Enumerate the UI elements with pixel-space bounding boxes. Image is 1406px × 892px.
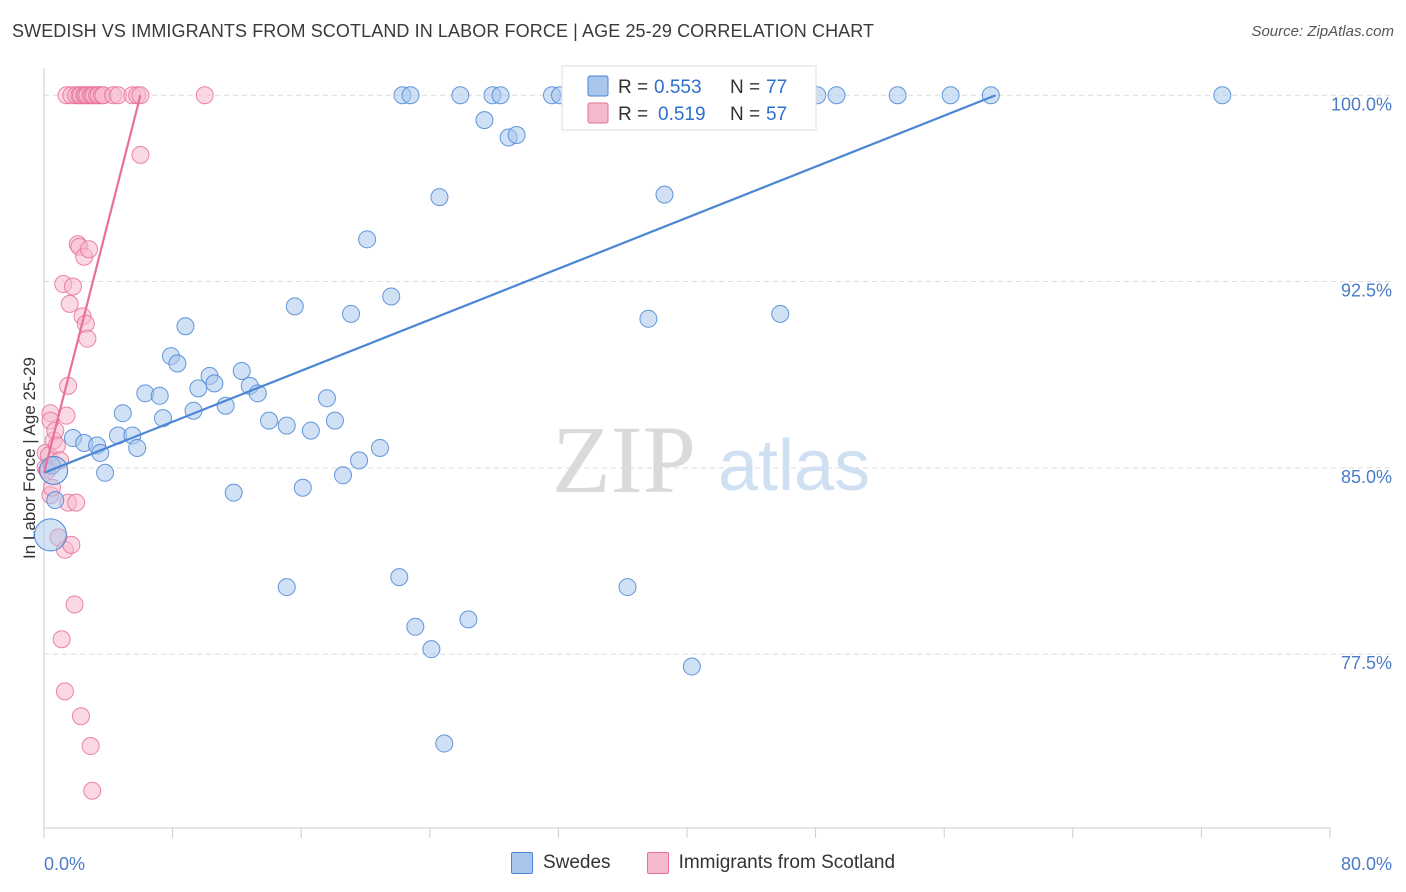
data-point [639,309,658,328]
data-point [317,389,336,408]
data-point [205,374,224,393]
y-tick-label: 85.0% [1341,467,1392,487]
data-point [83,781,102,800]
data-point [176,317,195,336]
data-point [285,297,304,316]
data-point [370,438,389,457]
x-tick-label-min: 0.0% [44,854,85,874]
data-point [80,240,99,259]
legend-item-scotland[interactable]: Immigrants from Scotland [646,852,896,874]
data-point [78,329,97,348]
data-point [888,86,907,105]
swedes-swatch [510,852,533,874]
source-label: Source: ZipAtlas.com [1251,23,1394,40]
trend-lines [42,94,997,474]
data-point [113,404,132,423]
x-tick-labels: 0.0% 80.0% [44,854,1392,874]
y-tick-label: 77.5% [1341,653,1392,673]
data-point [827,86,846,105]
data-point [71,707,90,726]
data-point [655,185,674,204]
data-point [293,478,312,497]
data-point [422,640,441,659]
data-point [195,86,214,105]
data-point [475,111,494,130]
legend-r-value-pink: 0.519 [658,104,706,125]
chart-title: SWEDISH VS IMMIGRANTS FROM SCOTLAND IN L… [12,21,875,41]
scotland-swatch [646,852,669,874]
data-point [406,617,425,636]
data-point [435,734,454,753]
data-point [128,438,147,457]
legend-r-value-blue: 0.553 [654,77,702,98]
data-point [63,277,82,296]
data-point [342,304,361,323]
data-point [232,361,251,380]
correlation-legend: R = 0.553 N = 77 R = 0.519 N = 57 [561,65,817,131]
data-point [451,86,470,105]
data-point [301,421,320,440]
scotland-legend-label: Immigrants from Scotland [678,852,896,873]
data-point [401,86,420,105]
data-point [390,568,409,587]
data-point [52,630,71,649]
x-tick-label-max: 80.0% [1341,854,1392,874]
data-point [131,145,150,164]
data-point [682,657,701,676]
data-point [150,386,169,405]
trend-line [42,94,142,474]
data-point [60,294,79,313]
data-point [1213,86,1232,105]
data-point [168,354,187,373]
legend-r-label-pink: R = [618,104,648,125]
data-point [459,610,478,629]
scotland-points [36,86,214,800]
data-point [224,483,243,502]
data-point [260,411,279,430]
swedes-points [33,86,1232,753]
data-point [277,578,296,597]
y-tick-label: 92.5% [1341,281,1392,301]
data-point [55,682,74,701]
series-legend: Swedes Immigrants from Scotland [0,852,1406,874]
data-point [507,126,526,144]
data-point [67,493,86,512]
watermark-atlas: atlas [718,426,870,506]
y-tick-label: 100.0% [1331,94,1392,114]
data-point [333,466,352,485]
legend-n-label-blue: N = [730,77,760,98]
data-point [81,737,100,756]
legend-n-label-pink: N = [730,104,760,125]
data-point [981,86,1000,105]
data-point [430,188,449,207]
data-point [382,287,401,306]
data-point [771,304,790,323]
legend-swatch-pink [587,102,609,124]
legend-r-label-blue: R = [618,77,648,98]
legend-item-swedes[interactable]: Swedes [510,852,611,874]
legend-n-value-pink: 57 [766,104,787,125]
data-point [65,595,84,614]
data-point [277,416,296,435]
data-point [941,86,960,105]
data-point [358,230,377,249]
data-point [350,451,369,470]
data-point [189,379,208,398]
data-point [33,518,67,552]
data-point [96,463,115,482]
y-tick-labels: 77.5% 85.0% 92.5% 100.0% [1331,94,1392,673]
watermark-zip: ZIP [552,406,696,513]
data-point [46,491,65,510]
watermark: ZIP atlas [552,406,870,513]
data-point [325,411,344,430]
trend-line [43,94,997,474]
legend-swatch-blue [587,75,609,97]
swedes-legend-label: Swedes [542,852,611,873]
data-point [491,86,510,105]
data-point [618,578,637,597]
legend-n-value-blue: 77 [766,77,787,98]
